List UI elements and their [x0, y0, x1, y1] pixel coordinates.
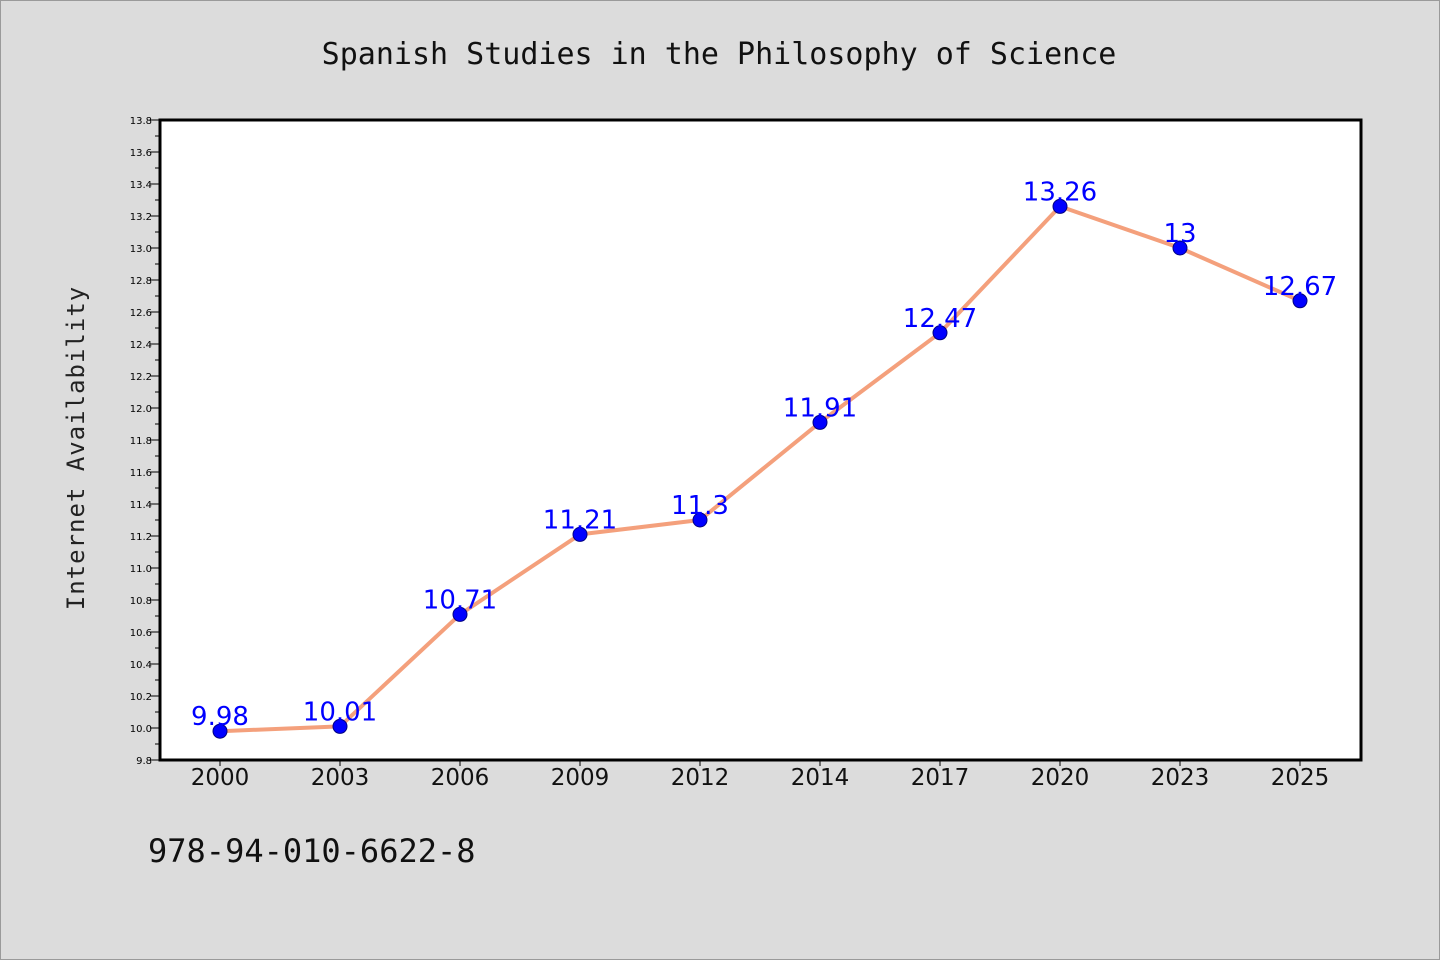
x-tick-label: 2017: [911, 765, 970, 791]
data-point: [932, 325, 948, 341]
y-tick-label: 11.8: [130, 436, 152, 447]
y-axis-label: Internet Availability: [62, 286, 90, 610]
data-label: 10.01: [303, 697, 377, 727]
y-tick-label: 13.4: [130, 180, 152, 191]
y-tick-label: 12.4: [130, 340, 152, 351]
isbn-caption: 978-94-010-6622-8: [148, 832, 476, 870]
y-tick-label: 13.8: [130, 116, 152, 127]
y-tick-label: 12.2: [130, 372, 152, 383]
data-label: 11.3: [671, 491, 729, 521]
data-label: 11.21: [543, 505, 617, 535]
data-label: 12.67: [1263, 272, 1337, 302]
x-tick-label: 2000: [191, 765, 250, 791]
data-point: [572, 526, 588, 542]
data-point: [812, 414, 828, 430]
data-label: 12.47: [903, 304, 977, 334]
y-tick-label: 12.0: [130, 404, 152, 415]
data-markers: [212, 198, 1308, 739]
y-tick-label: 10.0: [130, 724, 152, 735]
data-label: 13: [1163, 219, 1196, 249]
data-point: [452, 606, 468, 622]
data-point: [1292, 293, 1308, 309]
y-tick-label: 12.8: [130, 276, 152, 287]
y-tick-label: 9.8: [136, 756, 152, 767]
x-tick-label: 2014: [791, 765, 850, 791]
chart-title: Spanish Studies in the Philosophy of Sci…: [322, 37, 1117, 72]
data-label: 9.98: [191, 702, 249, 732]
y-axis-ticks: 9.8 10.0 10.2 10.4 10.6 10.8 11.0 11.2 11.4 11.6 1…: [130, 116, 160, 767]
x-tick-label: 2023: [1151, 765, 1210, 791]
x-tick-label: 2003: [311, 765, 370, 791]
x-tick-label: 2020: [1031, 765, 1090, 791]
y-tick-label: 10.6: [130, 628, 152, 639]
y-tick-label: 13.0: [130, 244, 152, 255]
data-label: 10.71: [423, 585, 497, 615]
x-tick-label: 2012: [671, 765, 730, 791]
y-tick-label: 12.6: [130, 308, 152, 319]
y-tick-label: 10.8: [130, 596, 152, 607]
y-tick-label: 11.6: [130, 468, 152, 479]
data-point: [212, 723, 228, 739]
y-tick-label: 13.6: [130, 148, 152, 159]
y-tick-label: 11.0: [130, 564, 152, 575]
data-point: [1172, 240, 1188, 256]
data-labels: 9.98 10.01 10.71 11.21 11.3 11.91 12.47 13.26 13…: [191, 177, 1337, 732]
data-label: 13.26: [1023, 177, 1097, 207]
series-line-group: [218, 204, 1302, 734]
y-tick-label: 10.4: [130, 660, 152, 671]
x-axis-ticks: 2000 2003 2006 2009 2012 2014 2017 2020 2023 2025: [191, 760, 1330, 791]
data-point: [692, 512, 708, 528]
y-tick-label: 13.2: [130, 212, 152, 223]
series-line: [218, 204, 1302, 734]
x-tick-label: 2009: [551, 765, 610, 791]
data-point: [332, 718, 348, 734]
y-tick-label: 11.2: [130, 532, 152, 543]
y-tick-label: 10.2: [130, 692, 152, 703]
y-tick-label: 11.4: [130, 500, 152, 511]
x-tick-label: 2025: [1271, 765, 1330, 791]
data-label: 11.91: [783, 393, 857, 423]
plot-area: [158, 118, 1363, 762]
x-tick-label: 2006: [431, 765, 490, 791]
data-point: [1052, 198, 1068, 214]
